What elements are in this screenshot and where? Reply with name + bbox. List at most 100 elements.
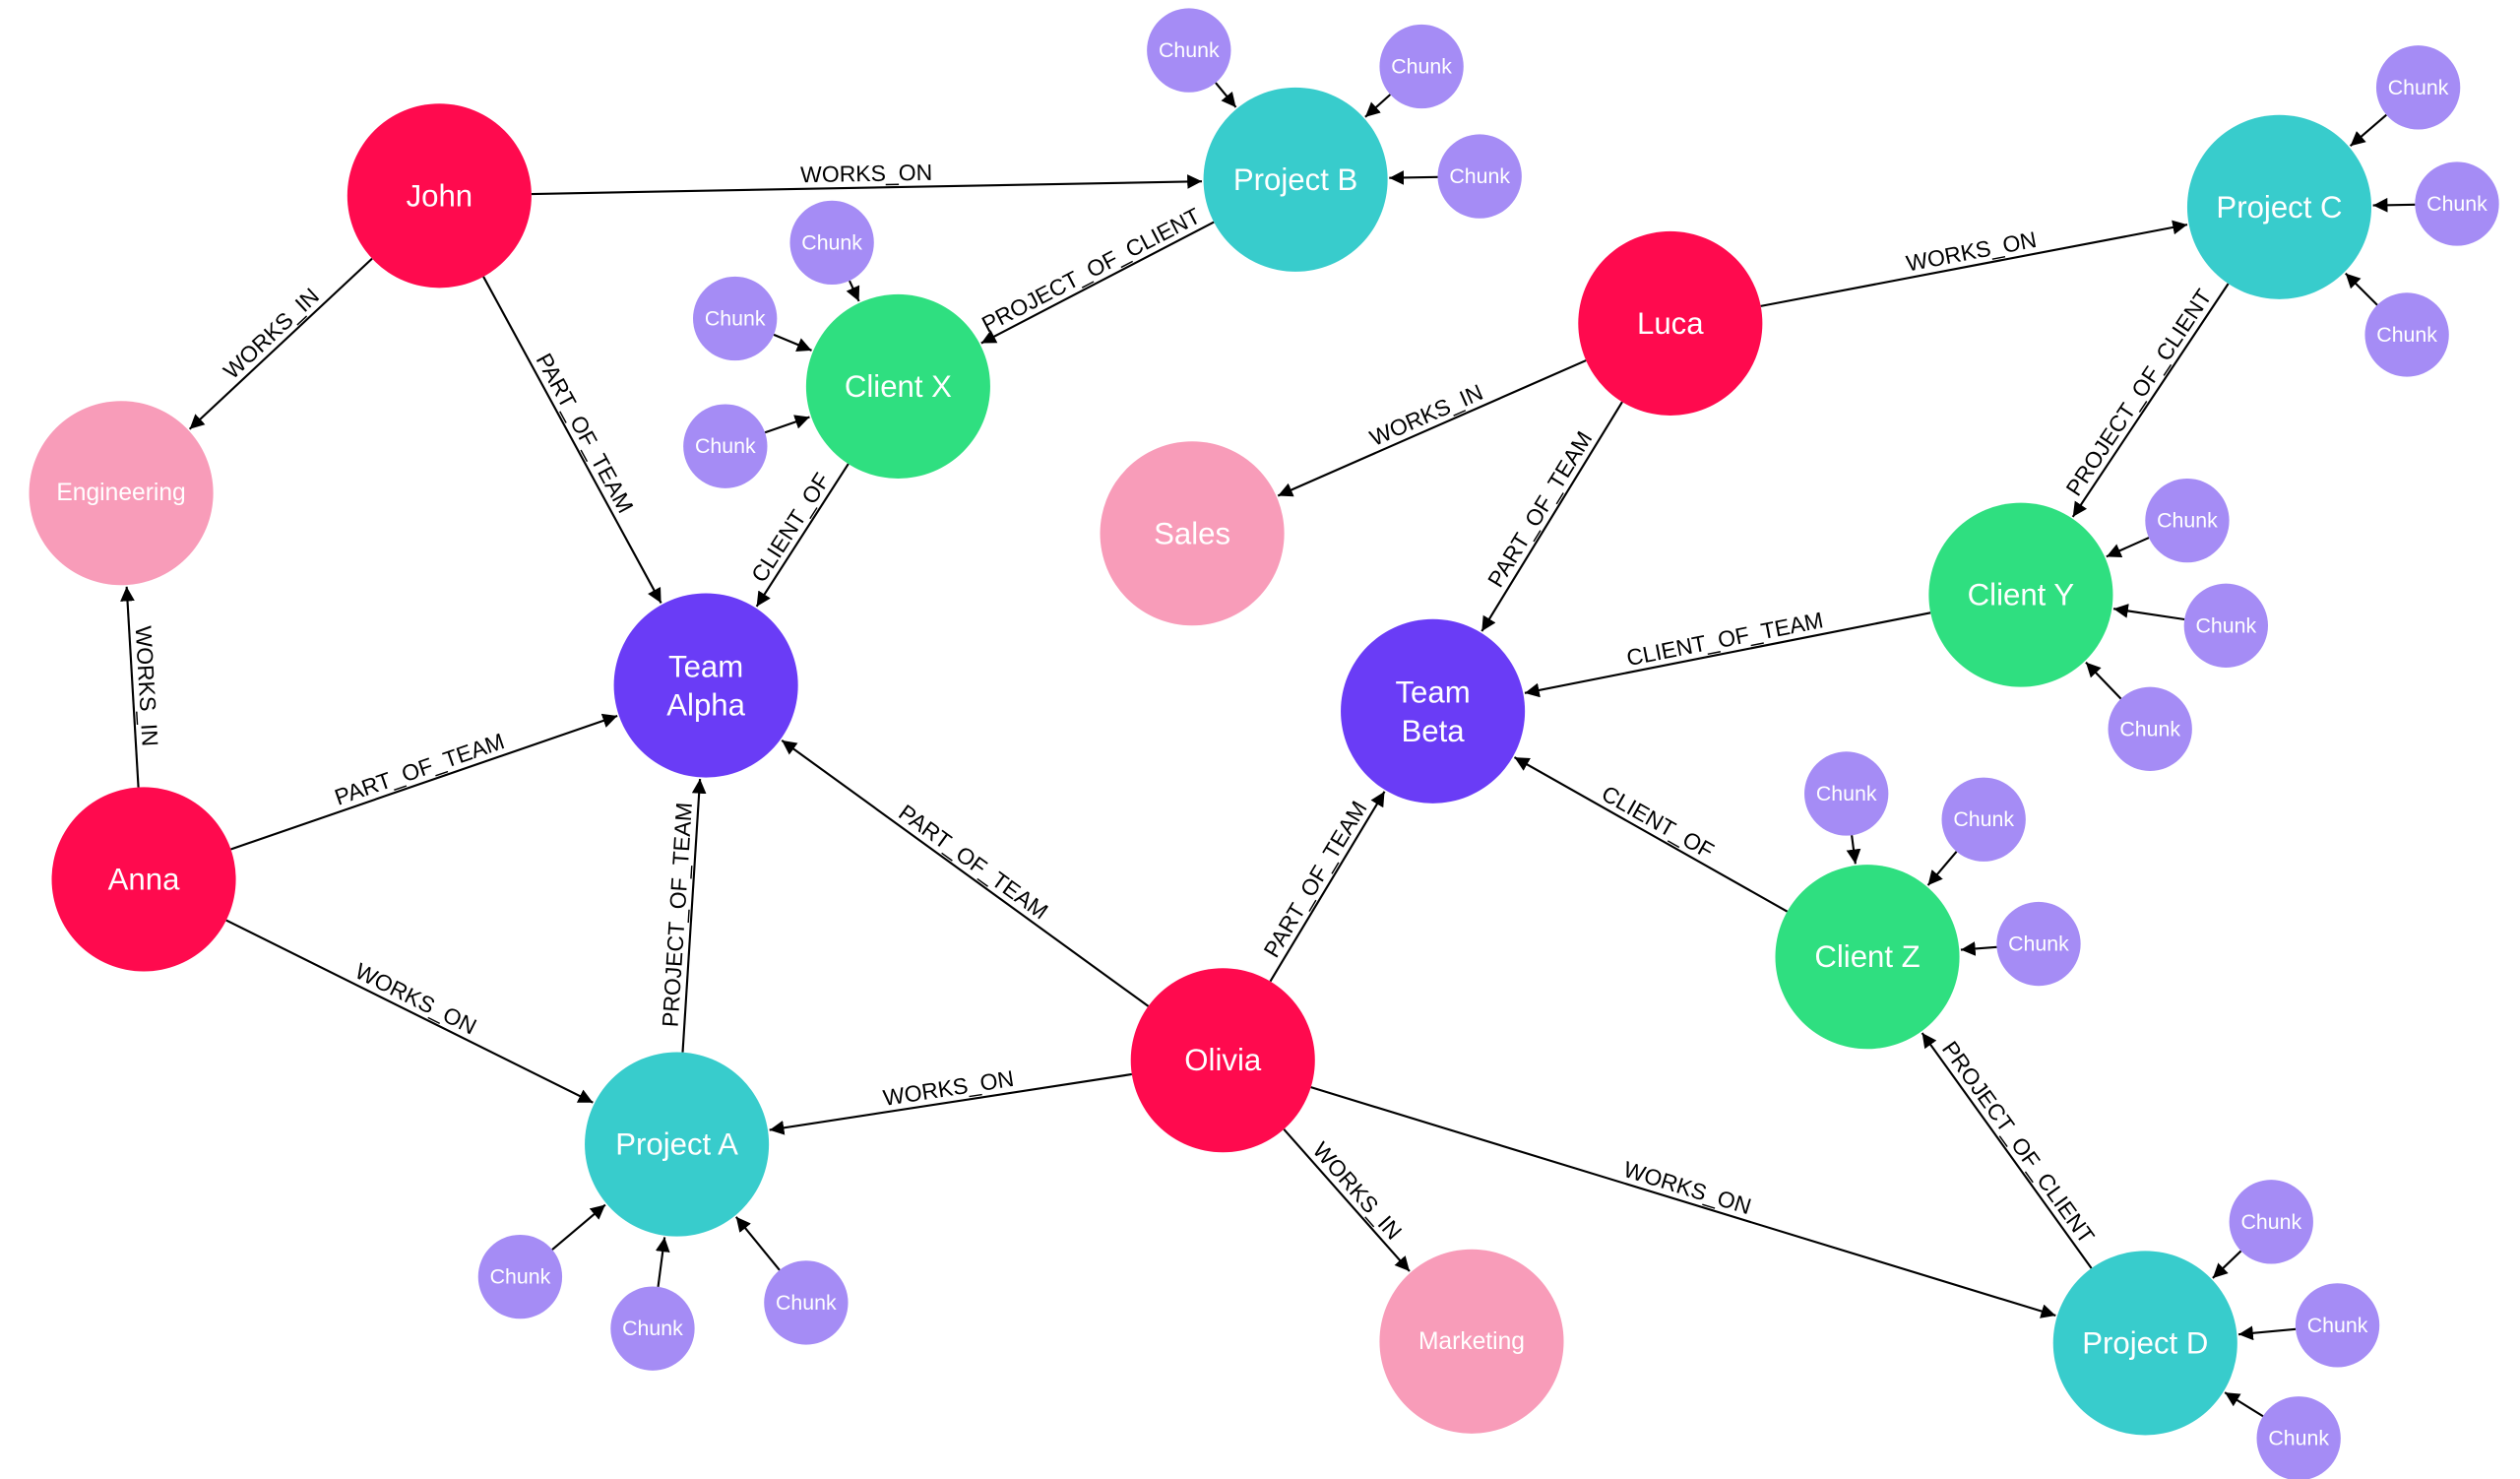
node-department-engineering[interactable]: Engineering (29, 401, 214, 586)
node-chunk-pd1[interactable]: Chunk (2229, 1180, 2313, 1264)
edge-works-on[interactable]: WORKS_ON (225, 919, 594, 1104)
node-chunk-pc1[interactable]: Chunk (2375, 45, 2461, 130)
edge-line (2345, 272, 2378, 306)
node-label: Engineering (56, 480, 185, 506)
edge-has-chunk[interactable] (2085, 661, 2122, 700)
node-client-client-x[interactable]: Client X (805, 293, 990, 479)
node-label: Project D (2082, 1325, 2208, 1360)
edge-label: WORKS_IN (219, 283, 324, 384)
node-chunk-pc3[interactable]: Chunk (2364, 292, 2449, 377)
node-chunk-pa2[interactable]: Chunk (610, 1286, 695, 1371)
edge-label: PROJECT_OF_CLIENT (977, 203, 1205, 338)
edge-works-in[interactable]: WORKS_IN (188, 257, 373, 430)
node-team-team-alpha[interactable]: Team Alpha (613, 593, 798, 778)
edge-works-on[interactable]: WORKS_ON (1760, 220, 2188, 307)
edge-has-chunk[interactable] (2349, 113, 2387, 148)
node-project-project-a[interactable]: Project A (585, 1052, 770, 1237)
node-circle (2186, 114, 2372, 299)
edge-line (1364, 94, 1392, 118)
node-label: Chunk (2268, 1427, 2329, 1450)
edge-works-in[interactable]: WORKS_IN (1277, 359, 1587, 497)
node-chunk-pa1[interactable]: Chunk (477, 1234, 563, 1319)
node-chunk-pb1[interactable]: Chunk (1147, 8, 1231, 93)
edge-client-of[interactable]: CLIENT_OF (1513, 756, 1789, 913)
node-chunk-cy2[interactable]: Chunk (2183, 583, 2268, 668)
edge-label: PART_OF_TEAM (894, 800, 1052, 925)
node-chunk-cx2[interactable]: Chunk (693, 276, 778, 361)
node-person-anna[interactable]: Anna (51, 787, 236, 972)
node-chunk-pd3[interactable]: Chunk (2256, 1396, 2341, 1479)
node-department-sales[interactable]: Sales (1100, 441, 1285, 626)
edge-has-chunk[interactable] (1846, 835, 1861, 865)
edge-line (1921, 1032, 2093, 1269)
edge-part-of-team[interactable]: PART_OF_TEAM (781, 740, 1150, 1007)
edge-has-chunk[interactable] (2112, 604, 2185, 621)
edge-has-chunk[interactable] (1364, 94, 1392, 118)
edge-part-of-team[interactable]: PART_OF_TEAM (482, 276, 662, 604)
node-label: Team Alpha (666, 649, 745, 722)
edge-line (755, 463, 850, 608)
node-chunk-cy1[interactable]: Chunk (2145, 478, 2230, 563)
node-circle (2183, 583, 2268, 668)
edge-has-chunk[interactable] (551, 1203, 606, 1251)
edge-has-chunk[interactable] (2345, 272, 2378, 306)
node-chunk-cz1[interactable]: Chunk (1804, 751, 1889, 836)
edge-has-chunk[interactable] (846, 280, 860, 302)
node-chunk-pb3[interactable]: Chunk (1437, 134, 1522, 219)
node-person-john[interactable]: John (346, 103, 532, 289)
node-circle (1100, 441, 1285, 626)
edge-has-chunk[interactable] (2224, 1391, 2264, 1418)
edge-line (681, 778, 707, 1053)
edge-client-of[interactable]: CLIENT_OF (746, 463, 850, 608)
node-project-project-b[interactable]: Project B (1203, 87, 1388, 272)
node-chunk-cx3[interactable]: Chunk (683, 404, 768, 488)
node-label: Project B (1233, 162, 1357, 197)
edge-line (2085, 661, 2122, 700)
edge-has-chunk[interactable] (655, 1237, 670, 1287)
edge-project-of-client[interactable]: PROJECT_OF_CLIENT (977, 203, 1215, 345)
node-chunk-cz2[interactable]: Chunk (1941, 777, 2026, 862)
edge-client-of-team[interactable]: CLIENT_OF_TEAM (1524, 607, 1931, 698)
edge-has-chunk[interactable] (2212, 1250, 2242, 1279)
edge-has-chunk[interactable] (1926, 851, 1958, 886)
edge-has-chunk[interactable] (1389, 170, 1438, 185)
edge-project-of-team[interactable]: PROJECT_OF_TEAM (658, 778, 707, 1053)
edge-has-chunk[interactable] (1215, 82, 1237, 108)
node-label: Chunk (695, 434, 756, 458)
edges-layer: WORKS_ONWORKS_INPART_OF_TEAMPROJECT_OF_C… (120, 82, 2416, 1418)
node-department-marketing[interactable]: Marketing (1379, 1249, 1564, 1434)
edge-has-chunk[interactable] (1960, 941, 1997, 956)
node-label-line: Alpha (666, 687, 745, 722)
node-circle (2052, 1251, 2237, 1436)
edge-part-of-team[interactable]: PART_OF_TEAM (1258, 791, 1386, 983)
node-project-project-c[interactable]: Project C (2186, 114, 2372, 299)
node-project-project-d[interactable]: Project D (2052, 1251, 2237, 1436)
node-client-client-z[interactable]: Client Z (1775, 865, 1960, 1050)
edge-project-of-client[interactable]: PROJECT_OF_CLIENT (1921, 1032, 2100, 1269)
node-team-team-beta[interactable]: Team Beta (1341, 618, 1526, 804)
node-chunk-pa3[interactable]: Chunk (764, 1260, 849, 1345)
edge-part-of-team[interactable]: PART_OF_TEAM (230, 713, 618, 851)
node-label: Chunk (2119, 717, 2180, 740)
edge-has-chunk[interactable] (764, 415, 810, 434)
node-chunk-pc2[interactable]: Chunk (2415, 161, 2499, 246)
node-chunk-cz3[interactable]: Chunk (1996, 901, 2081, 987)
edge-works-on[interactable]: WORKS_ON (531, 160, 1202, 196)
node-chunk-pb2[interactable]: Chunk (1379, 24, 1464, 109)
edge-has-chunk[interactable] (773, 333, 812, 353)
edge-works-in[interactable]: WORKS_IN (1283, 1128, 1411, 1272)
edge-has-chunk[interactable] (2237, 1325, 2297, 1341)
node-label: Client X (845, 369, 952, 404)
node-chunk-cy3[interactable]: Chunk (2108, 686, 2192, 771)
node-person-luca[interactable]: Luca (1578, 230, 1763, 416)
node-person-olivia[interactable]: Olivia (1130, 968, 1315, 1153)
node-client-client-y[interactable]: Client Y (1928, 502, 2113, 687)
edge-has-chunk[interactable] (2106, 537, 2150, 558)
edge-has-chunk[interactable] (734, 1216, 781, 1271)
edge-has-chunk[interactable] (2372, 197, 2416, 213)
edge-part-of-team[interactable]: PART_OF_TEAM (1480, 401, 1623, 632)
node-chunk-cx1[interactable]: Chunk (789, 200, 874, 286)
edge-works-on[interactable]: WORKS_ON (769, 1065, 1132, 1135)
edge-works-in[interactable]: WORKS_IN (120, 586, 163, 788)
node-chunk-pd2[interactable]: Chunk (2295, 1283, 2380, 1368)
